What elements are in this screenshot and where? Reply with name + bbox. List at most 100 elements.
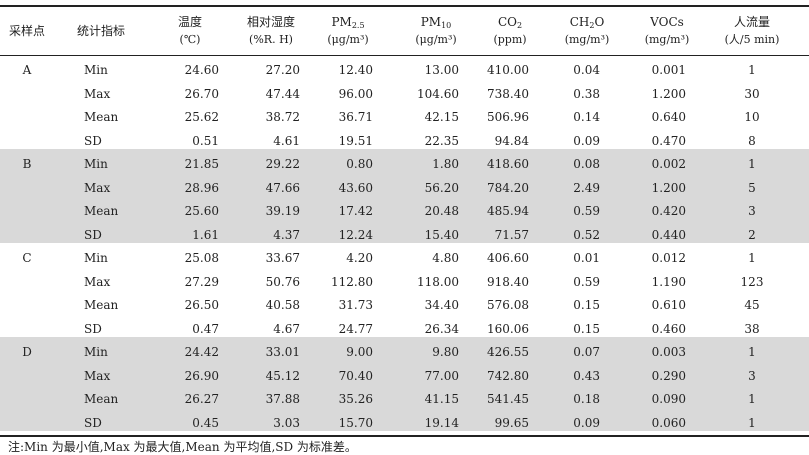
- table-note: 注:Min 为最小值,Max 为最大值,Mean 为平均值,SD 为标准差。: [8, 440, 357, 454]
- group-shade: [0, 337, 809, 431]
- table-cell: 42.15: [424, 110, 459, 124]
- table-cell: 0.09: [573, 415, 600, 430]
- table-cell: 27.29: [184, 274, 219, 289]
- table-cell: 1.80: [432, 157, 459, 171]
- table-cell: 3.03: [273, 415, 300, 430]
- stat-label: SD: [84, 133, 102, 148]
- table-cell: 0.43: [573, 368, 600, 383]
- table-cell: 33.67: [265, 251, 300, 265]
- table-cell: 26.34: [424, 321, 459, 336]
- table-row: Min 24.60 27.20 12.40 13.00 410.00 0.04 0.001 1: [0, 62, 809, 78]
- table-row: Max 28.96 47.66 43.60 56.20 784.20 2.49 1.200 5: [0, 180, 809, 196]
- table-cell: 56.20: [424, 180, 459, 195]
- table-cell: 45.12: [265, 368, 300, 383]
- table-row: SD 1.61 4.37 12.24 15.40 71.57 0.52 0.440 2: [0, 227, 809, 243]
- table-row: SD 0.45 3.03 15.70 19.14 99.65 0.09 0.060 1: [0, 415, 809, 431]
- table-cell: 96.00: [338, 86, 373, 101]
- site-label: D: [22, 345, 32, 359]
- table-cell: 0.470: [651, 133, 686, 148]
- table-cell: 0.45: [192, 415, 219, 430]
- stat-label: SD: [84, 321, 102, 336]
- table-cell: 35.26: [338, 392, 373, 406]
- header-rule: [0, 55, 809, 56]
- table-cell: 13.00: [424, 63, 459, 77]
- table-cell: 24.60: [184, 63, 219, 77]
- table-cell: 33.01: [265, 345, 300, 359]
- table-cell: 118.00: [417, 274, 459, 289]
- stat-label: Min: [84, 345, 108, 359]
- group-shade: [0, 149, 809, 243]
- table-cell: 25.60: [184, 204, 219, 218]
- table-row: Mean 25.60 39.19 17.42 20.48 485.94 0.59 0.420 3: [0, 203, 809, 219]
- table-cell: 0.290: [651, 368, 686, 383]
- table-row: SD 0.47 4.67 24.77 26.34 160.06 0.15 0.460 38: [0, 321, 809, 337]
- stat-label: Max: [84, 274, 111, 289]
- header-pm10-unit: (μg/m³): [415, 33, 457, 46]
- table-cell: 784.20: [487, 180, 529, 195]
- header-vocs-unit: (mg/m³): [644, 33, 690, 46]
- table-cell: 37.88: [265, 392, 300, 406]
- table-cell-traffic: 1: [748, 345, 756, 359]
- table-cell: 9.80: [432, 345, 459, 359]
- table-cell: 38.72: [265, 110, 300, 124]
- header-pm10: PM10: [420, 15, 452, 30]
- table-cell: 26.90: [184, 368, 219, 383]
- table-cell: 0.090: [651, 392, 686, 406]
- header-vocs: VOCs: [650, 15, 684, 29]
- table-cell: 43.60: [338, 180, 373, 195]
- table-cell: 0.47: [192, 321, 219, 336]
- table-cell: 0.38: [573, 86, 600, 101]
- table-cell: 39.19: [265, 204, 300, 218]
- bottom-rule: [0, 435, 809, 437]
- table-cell: 71.57: [494, 227, 529, 242]
- table-row: Min 25.08 33.67 4.20 4.80 406.60 0.01 0.012 1: [0, 250, 809, 266]
- table-row: Max 26.70 47.44 96.00 104.60 738.40 0.38 1.200 3…: [0, 86, 809, 102]
- table-cell: 21.85: [184, 157, 219, 171]
- table-cell: 26.50: [184, 298, 219, 312]
- table-cell: 22.35: [424, 133, 459, 148]
- table-cell: 738.40: [487, 86, 529, 101]
- table-cell: 506.96: [487, 110, 529, 124]
- table-cell: 1.200: [651, 180, 686, 195]
- table-cell: 31.73: [338, 298, 373, 312]
- stat-label: Max: [84, 180, 111, 195]
- header-traffic-unit: (人/5 min): [724, 33, 780, 46]
- table-cell: 29.22: [265, 157, 300, 171]
- table-cell-traffic: 3: [748, 204, 756, 218]
- table-cell: 40.58: [265, 298, 300, 312]
- stat-label: Min: [84, 157, 108, 171]
- table-cell: 47.44: [265, 86, 300, 101]
- table-cell: 4.67: [273, 321, 300, 336]
- table-cell-traffic: 1: [748, 251, 756, 265]
- table-cell: 41.15: [424, 392, 459, 406]
- table-cell-traffic: 1: [748, 392, 756, 406]
- table-cell: 34.40: [424, 298, 459, 312]
- table-cell: 24.77: [338, 321, 373, 336]
- table-cell: 26.70: [184, 86, 219, 101]
- table-cell: 406.60: [487, 251, 529, 265]
- top-rule: [0, 5, 809, 7]
- table-cell: 0.09: [573, 133, 600, 148]
- table-cell: 2.49: [573, 180, 600, 195]
- table-cell-traffic: 2: [748, 227, 756, 242]
- header-ch2o-unit: (mg/m³): [564, 33, 610, 46]
- header-ch2o: CH2O: [569, 15, 605, 30]
- header-pm25: PM2.5: [331, 15, 365, 30]
- header-traffic: 人流量: [733, 15, 771, 29]
- table-cell: 576.08: [487, 298, 529, 312]
- table-header: 采样点 统计指标 温度 (℃) 相对湿度 (%R. H) PM2.5 (μg/m…: [0, 5, 809, 55]
- table-cell: 0.460: [651, 321, 686, 336]
- table-cell: 19.51: [338, 133, 373, 148]
- table-cell: 0.003: [651, 345, 686, 359]
- table-cell-traffic: 1: [748, 157, 756, 171]
- table-cell: 0.80: [346, 157, 373, 171]
- table-cell: 0.440: [651, 227, 686, 242]
- table-cell: 0.59: [573, 274, 600, 289]
- table-cell: 0.07: [573, 345, 600, 359]
- table-cell: 9.00: [346, 345, 373, 359]
- table-cell: 27.20: [265, 63, 300, 77]
- table-cell: 418.60: [487, 157, 529, 171]
- table-cell: 25.08: [184, 251, 219, 265]
- table-cell: 0.001: [651, 63, 686, 77]
- table-cell: 541.45: [487, 392, 529, 406]
